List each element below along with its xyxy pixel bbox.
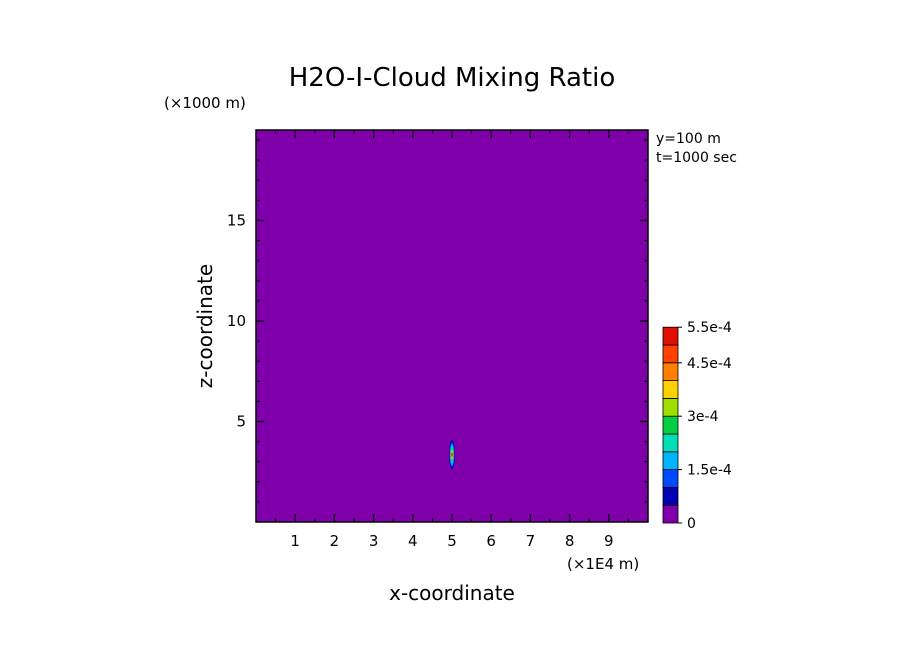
colorbar-swatch	[662, 469, 679, 488]
x-tick-label: 8	[565, 532, 575, 550]
y-tick-label: 15	[227, 211, 246, 229]
colorbar-label: 0	[687, 516, 696, 532]
colorbar-swatch	[662, 451, 679, 470]
colorbar: 0 1.5e-4 3e-4 4.5e-4 5.5e-4	[662, 320, 732, 532]
contour-feature	[449, 440, 455, 470]
x-tick-label: 7	[526, 532, 536, 550]
x-tick-label: 4	[408, 532, 418, 550]
colorbar-swatch	[662, 326, 679, 346]
plot-area: 1 2 3 4 5 6 7 8 9 5 10 15	[227, 129, 649, 550]
x-axis-ticks: 1 2 3 4 5 6 7 8 9	[275, 130, 629, 550]
x-tick-label: 9	[604, 532, 614, 550]
x-tick-label: 1	[290, 532, 300, 550]
colorbar-swatch	[662, 433, 679, 453]
x-tick-label: 5	[447, 532, 457, 550]
colorbar-label: 3e-4	[687, 409, 719, 425]
colorbar-label: 1.5e-4	[687, 463, 732, 479]
colorbar-swatch	[662, 344, 679, 364]
x-axis-unit: (×1E4 m)	[567, 555, 639, 573]
y-axis-label: z-coordinate	[193, 264, 217, 388]
info-line-1: y=100 m	[656, 131, 721, 147]
colorbar-swatch	[662, 397, 679, 417]
chart-title: H2O-I-Cloud Mixing Ratio	[289, 63, 616, 93]
colorbar-swatch	[662, 362, 679, 381]
colorbar-swatch	[662, 415, 679, 435]
y-tick-label: 5	[236, 412, 246, 430]
contour-level	[451, 452, 453, 457]
colorbar-swatch	[662, 504, 679, 524]
x-tick-label: 6	[486, 532, 496, 550]
colorbar-swatch	[662, 486, 679, 506]
y-tick-label: 10	[227, 312, 246, 330]
colorbar-label: 5.5e-4	[687, 320, 732, 336]
info-line-2: t=1000 sec	[656, 150, 737, 166]
colorbar-label: 4.5e-4	[687, 356, 732, 372]
x-tick-label: 3	[369, 532, 379, 550]
y-axis-unit: (×1000 m)	[164, 94, 246, 112]
y-axis-ticks: 5 10 15	[227, 139, 648, 503]
x-axis-label: x-coordinate	[389, 581, 515, 605]
x-tick-label: 2	[330, 532, 340, 550]
colorbar-swatch	[662, 380, 679, 399]
